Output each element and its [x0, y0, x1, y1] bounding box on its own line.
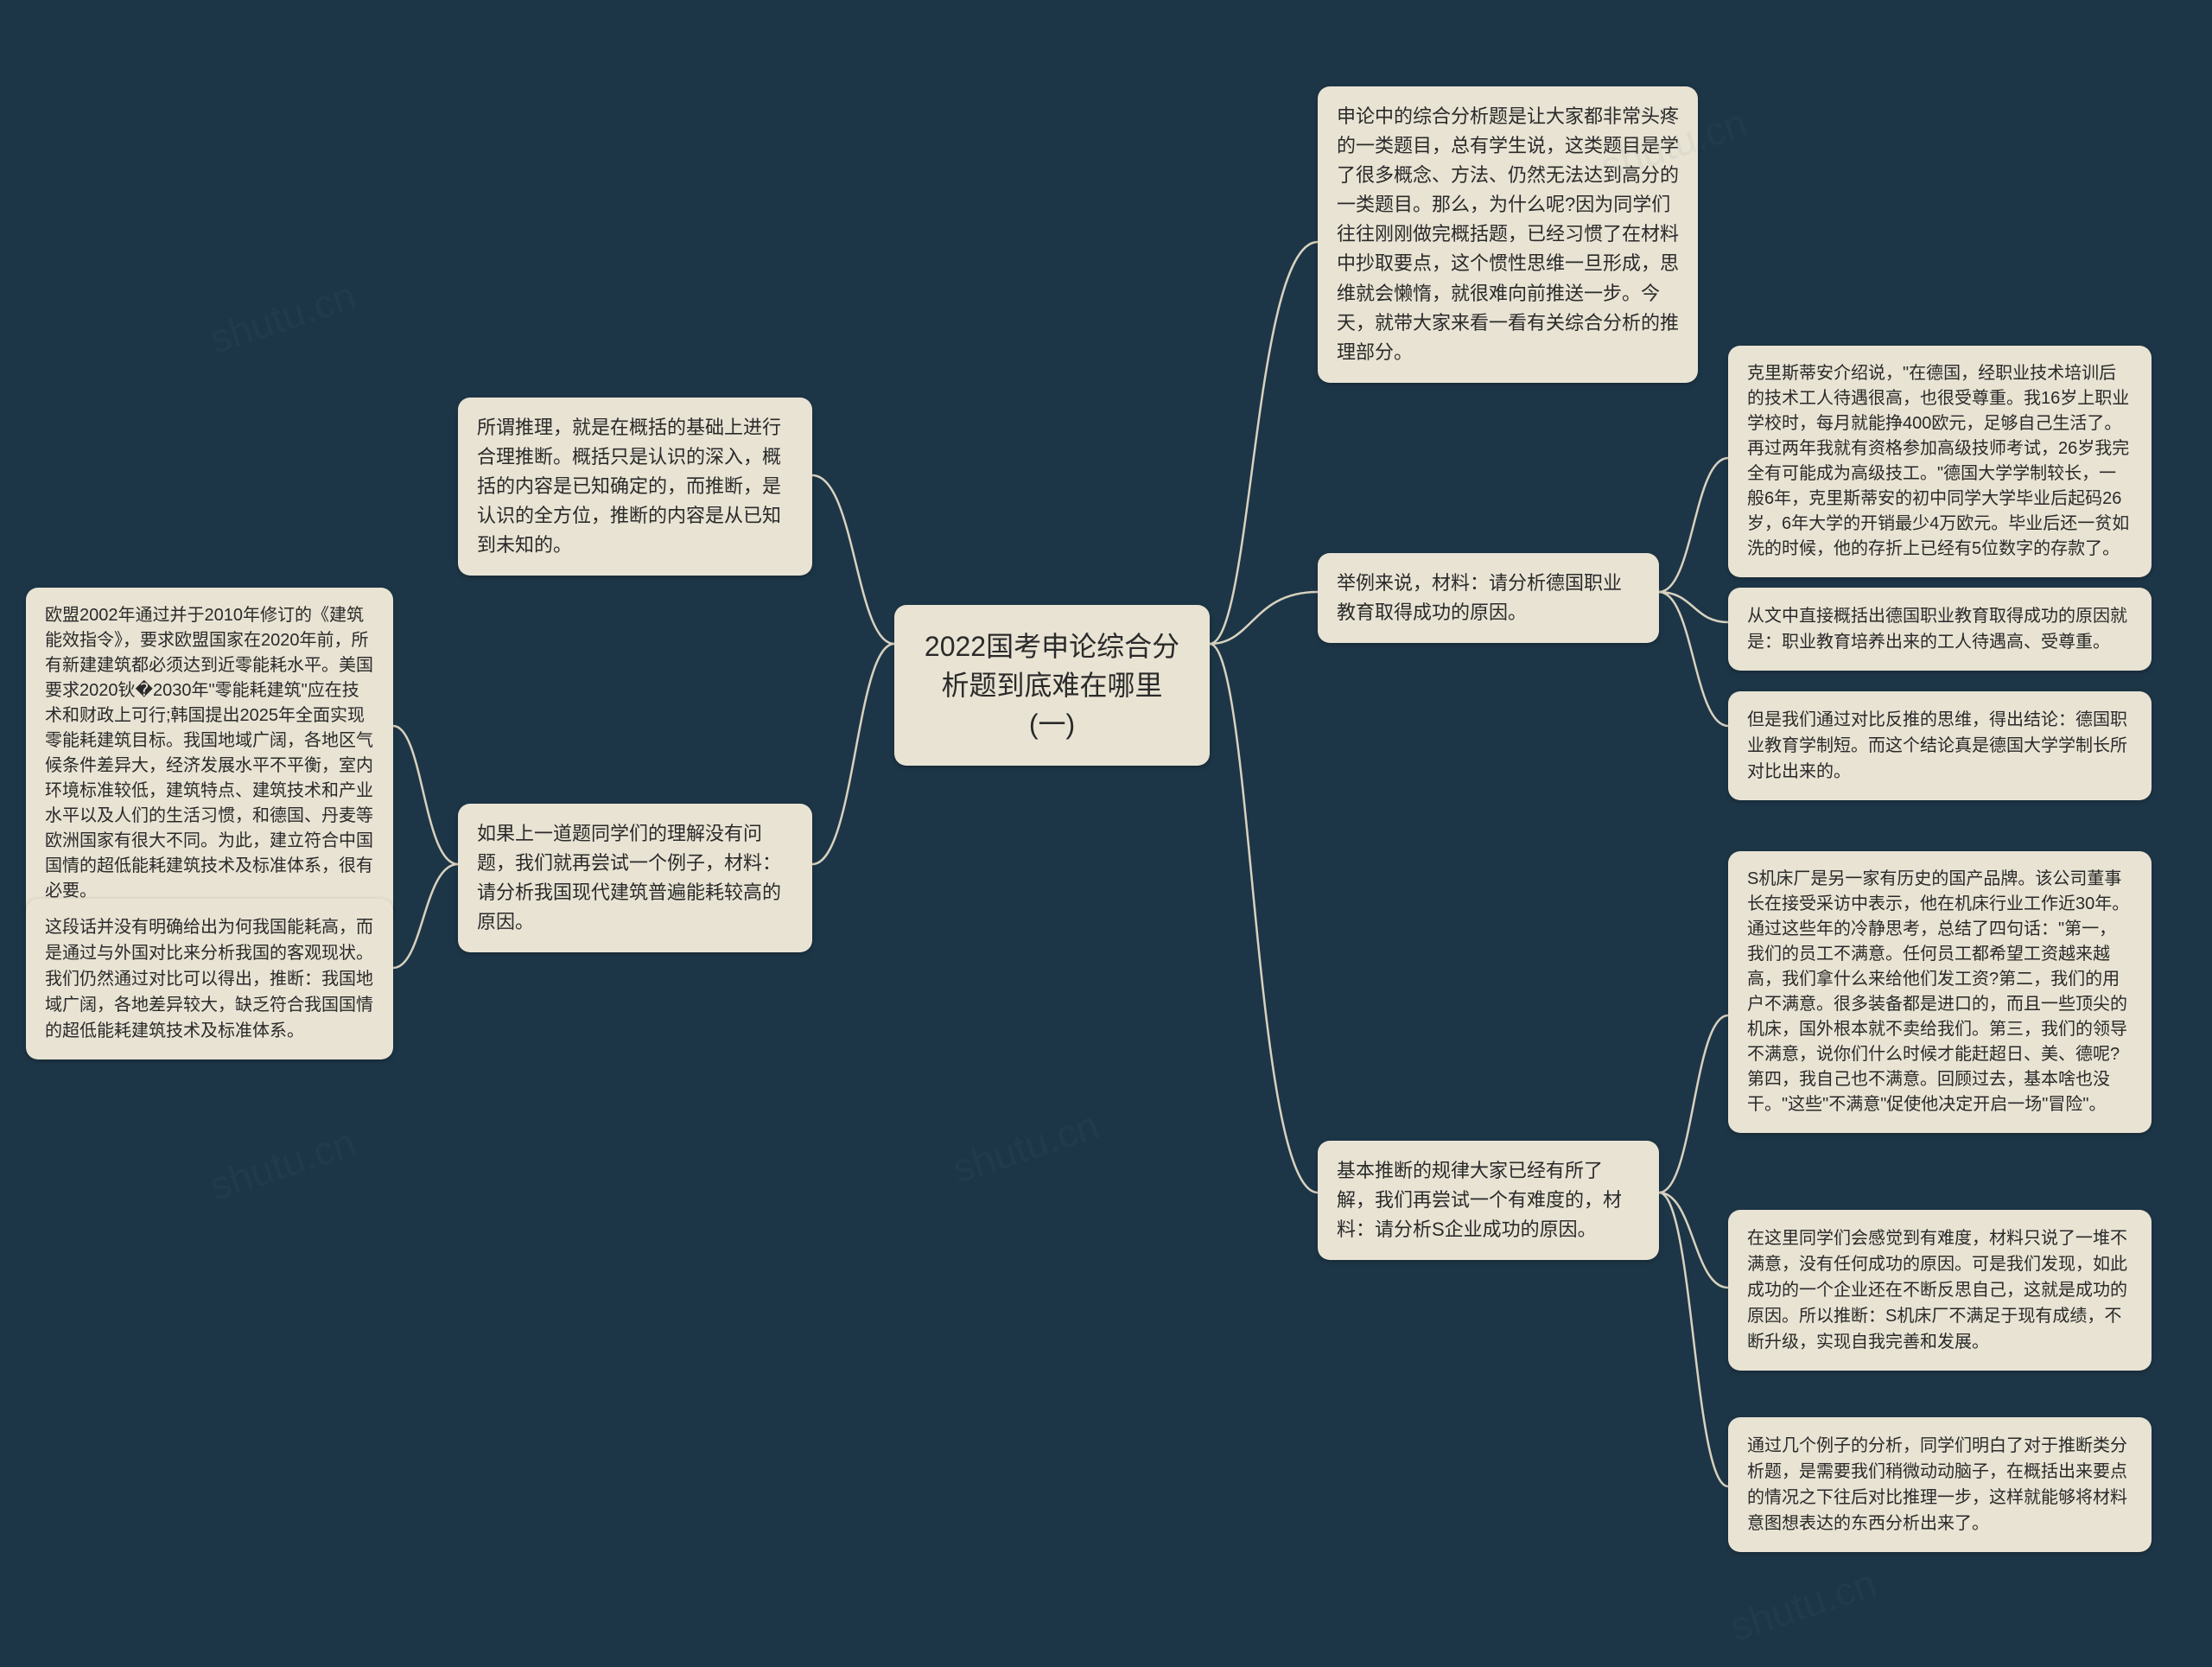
example3-a-text: 欧盟2002年通过并于2010年修订的《建筑能效指令》，要求欧盟国家在2020年… — [45, 606, 373, 900]
inference-def-text: 所谓推理，就是在概括的基础上进行合理推断。概括只是认识的深入，概括的内容是已知确… — [477, 417, 781, 556]
node-example1-a[interactable]: 克里斯蒂安介绍说，"在德国，经职业技术培训后的技术工人待遇很高，也很受尊重。我1… — [1728, 346, 2152, 577]
node-example2-a[interactable]: S机床厂是另一家有历史的国产品牌。该公司董事长在接受采访中表示，他在机床行业工作… — [1728, 851, 2152, 1133]
watermark: shutu.cn — [947, 1101, 1104, 1192]
example2-a-text: S机床厂是另一家有历史的国产品牌。该公司董事长在接受采访中表示，他在机床行业工作… — [1747, 869, 2129, 1114]
node-example1-b[interactable]: 从文中直接概括出德国职业教育取得成功的原因就是：职业教育培养出来的工人待遇高、受… — [1728, 588, 2152, 671]
node-example2-c[interactable]: 通过几个例子的分析，同学们明白了对于推断类分析题，是需要我们稍微动动脑子，在概括… — [1728, 1417, 2152, 1552]
center-label: 2022国考申论综合分析题到底难在哪里(一) — [925, 631, 1179, 740]
example1-label-text: 举例来说，材料：请分析德国职业教育取得成功的原因。 — [1337, 572, 1622, 623]
watermark: shutu.cn — [1725, 1559, 1882, 1650]
example1-a-text: 克里斯蒂安介绍说，"在德国，经职业技术培训后的技术工人待遇很高，也很受尊重。我1… — [1747, 364, 2129, 558]
node-example3-label[interactable]: 如果上一道题同学们的理解没有问题，我们就再尝试一个例子，材料：请分析我国现代建筑… — [458, 804, 812, 952]
watermark: shutu.cn — [204, 271, 361, 362]
node-example1-c[interactable]: 但是我们通过对比反推的思维，得出结论：德国职业教育学制短。而这个结论真是德国大学… — [1728, 691, 2152, 800]
example3-b-text: 这段话并没有明确给出为何我国能耗高，而是通过与外国对比来分析我国的客观现状。我们… — [45, 918, 373, 1040]
node-example1-label[interactable]: 举例来说，材料：请分析德国职业教育取得成功的原因。 — [1318, 553, 1659, 643]
node-example2-label[interactable]: 基本推断的规律大家已经有所了解，我们再尝试一个有难度的，材料：请分析S企业成功的… — [1318, 1141, 1659, 1260]
example2-c-text: 通过几个例子的分析，同学们明白了对于推断类分析题，是需要我们稍微动动脑子，在概括… — [1747, 1436, 2127, 1533]
example2-label-text: 基本推断的规律大家已经有所了解，我们再尝试一个有难度的，材料：请分析S企业成功的… — [1337, 1160, 1622, 1240]
node-example2-b[interactable]: 在这里同学们会感觉到有难度，材料只说了一堆不满意，没有任何成功的原因。可是我们发… — [1728, 1210, 2152, 1371]
example1-b-text: 从文中直接概括出德国职业教育取得成功的原因就是：职业教育培养出来的工人待遇高、受… — [1747, 607, 2127, 652]
example3-label-text: 如果上一道题同学们的理解没有问题，我们就再尝试一个例子，材料：请分析我国现代建筑… — [477, 823, 781, 932]
intro-text: 申论中的综合分析题是让大家都非常头疼的一类题目，总有学生说，这类题目是学了很多概… — [1337, 105, 1679, 363]
node-example3-a[interactable]: 欧盟2002年通过并于2010年修订的《建筑能效指令》，要求欧盟国家在2020年… — [26, 588, 393, 919]
node-example3-b[interactable]: 这段话并没有明确给出为何我国能耗高，而是通过与外国对比来分析我国的客观现状。我们… — [26, 899, 393, 1059]
example2-b-text: 在这里同学们会感觉到有难度，材料只说了一堆不满意，没有任何成功的原因。可是我们发… — [1747, 1229, 2127, 1352]
node-inference-def[interactable]: 所谓推理，就是在概括的基础上进行合理推断。概括只是认识的深入，概括的内容是已知确… — [458, 398, 812, 576]
node-intro[interactable]: 申论中的综合分析题是让大家都非常头疼的一类题目，总有学生说，这类题目是学了很多概… — [1318, 86, 1698, 383]
example1-c-text: 但是我们通过对比反推的思维，得出结论：德国职业教育学制短。而这个结论真是德国大学… — [1747, 710, 2127, 781]
center-node[interactable]: 2022国考申论综合分析题到底难在哪里(一) — [894, 605, 1210, 766]
watermark: shutu.cn — [204, 1118, 361, 1209]
